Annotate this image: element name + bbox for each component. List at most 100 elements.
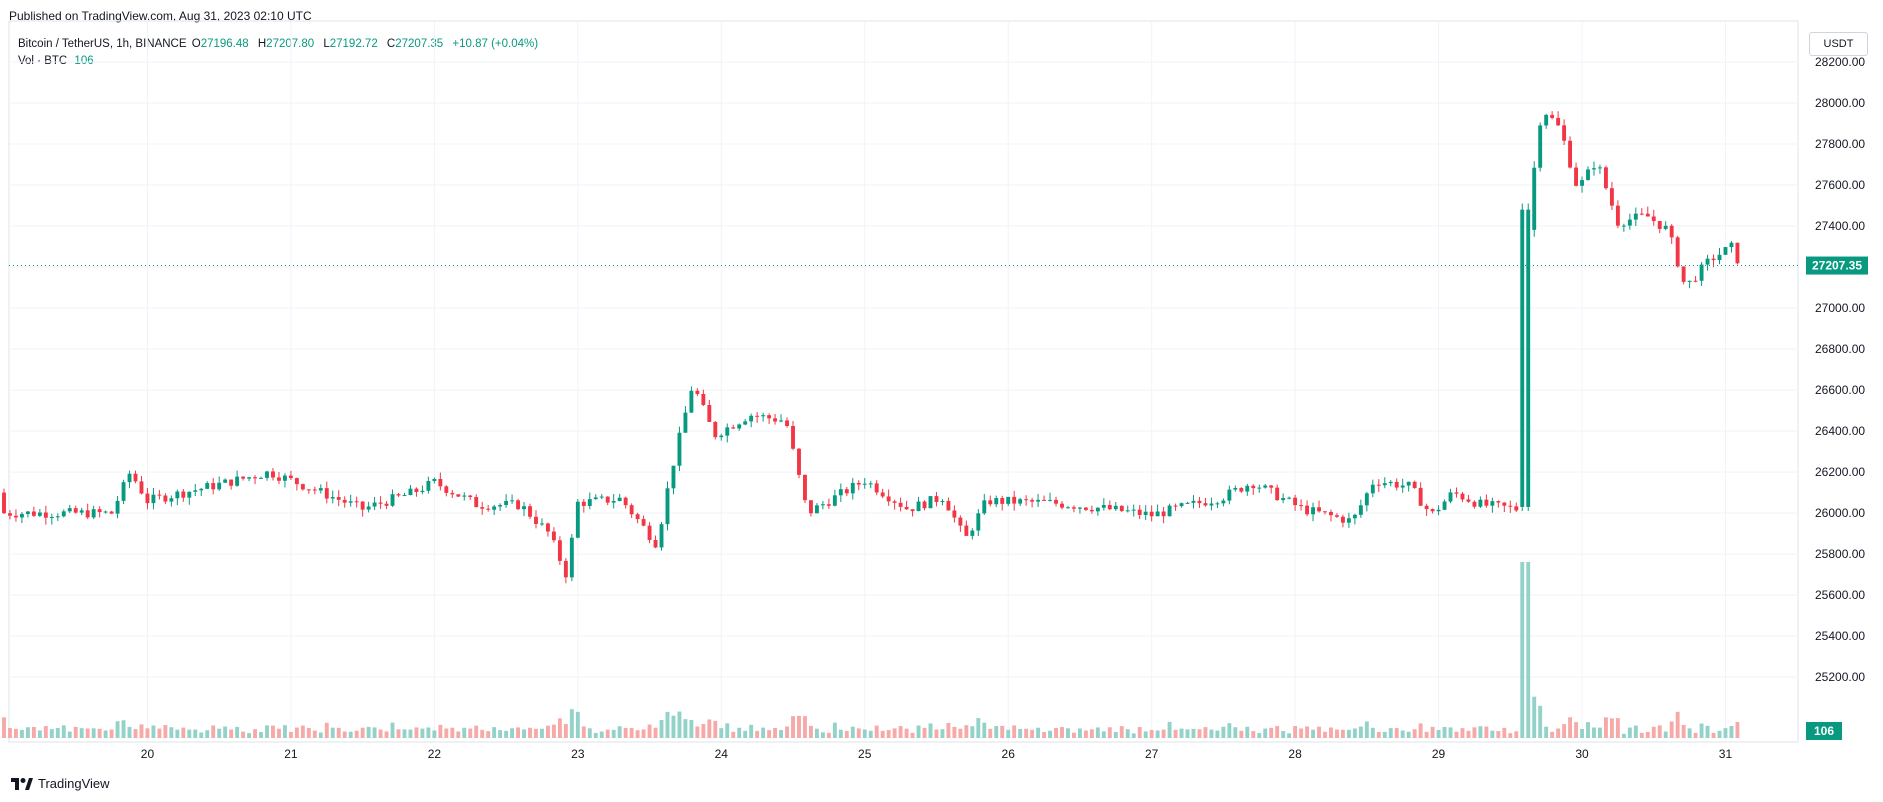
volume-bar	[856, 728, 861, 738]
volume-bar	[390, 722, 395, 738]
volume-bar	[450, 727, 455, 738]
candle-body	[1382, 483, 1387, 486]
candle-body	[1072, 507, 1076, 509]
volume-bar	[886, 730, 891, 738]
volume-bar	[1603, 717, 1608, 738]
last-price-label: 27207.35	[1812, 259, 1862, 273]
volume-bar	[282, 725, 287, 738]
candle-body	[103, 511, 108, 513]
candle-body	[61, 511, 66, 517]
volume-bar	[1723, 728, 1728, 738]
candle-body	[922, 501, 927, 509]
candle-body	[1251, 485, 1256, 489]
volume-bar	[1430, 726, 1435, 738]
volume-bar	[1609, 718, 1614, 738]
candle-body	[241, 476, 246, 479]
candle-body	[880, 492, 885, 497]
candle-body	[516, 500, 520, 510]
candle-body	[1107, 505, 1112, 510]
candle-body	[1089, 509, 1094, 512]
volume-bar	[1335, 729, 1339, 738]
candle-body	[253, 477, 257, 479]
legend-symbol[interactable]: Bitcoin / TetherUS, 1h, BINANCE	[18, 38, 187, 50]
volume-bar	[408, 729, 413, 738]
volume-bar	[1526, 562, 1531, 738]
volume-bar	[1532, 696, 1537, 738]
candle-body	[1723, 247, 1728, 255]
volume-bar	[958, 728, 963, 738]
volume-bar	[1406, 731, 1411, 738]
candle-body	[486, 508, 491, 510]
candle-body	[1018, 499, 1023, 504]
volume-bar	[785, 726, 789, 738]
candle-body	[324, 488, 329, 499]
candle-body	[1042, 499, 1047, 501]
candle-body	[1598, 167, 1602, 169]
y-tick-label: 28000.00	[1815, 96, 1865, 110]
volume-bar	[797, 715, 801, 738]
candle-body	[755, 415, 760, 417]
volume-bar	[569, 709, 574, 738]
candle-body	[635, 514, 640, 520]
volume-bar	[396, 729, 401, 738]
currency-button[interactable]: USDT	[1809, 32, 1868, 56]
candle-body	[814, 505, 819, 514]
candle-body	[1633, 213, 1638, 220]
candle-body	[1215, 503, 1220, 505]
candle-body	[1317, 507, 1321, 512]
candle-body	[1197, 500, 1202, 504]
candle-body	[1024, 499, 1029, 501]
volume-bar	[1412, 729, 1417, 738]
candle-body	[378, 502, 383, 504]
x-tick-label: 30	[1575, 747, 1589, 761]
legend-close: 27207.35	[395, 38, 444, 50]
volume-bar	[1066, 728, 1070, 738]
volume-bar	[211, 725, 216, 738]
volume-bar	[127, 726, 132, 738]
candle-body	[31, 511, 36, 516]
candle-body	[695, 390, 700, 394]
volume-bar	[49, 729, 54, 738]
candle-body	[874, 483, 879, 493]
volume-bar	[247, 733, 252, 738]
candle-body	[731, 427, 736, 429]
candle-body	[312, 489, 317, 491]
candle-body	[109, 511, 114, 514]
candle-body	[671, 465, 676, 489]
candle-body	[916, 501, 921, 512]
y-tick-label: 26600.00	[1815, 383, 1865, 397]
volume-bar	[1448, 727, 1453, 738]
volume-bar	[826, 732, 831, 738]
candle-body	[1233, 488, 1238, 490]
volume-bar	[1556, 728, 1561, 738]
volume-bar	[324, 722, 329, 738]
volume-bar	[1352, 728, 1357, 738]
volume-bar	[1293, 726, 1298, 738]
volume-bar	[1382, 731, 1387, 738]
volume-bar	[1550, 731, 1555, 738]
candle-body	[121, 482, 126, 501]
volume-bar	[1239, 730, 1244, 738]
candle-body	[611, 501, 616, 503]
candle-body	[868, 483, 873, 485]
candle-body	[468, 495, 473, 498]
candle-body	[1113, 505, 1118, 510]
candle-body	[288, 475, 293, 479]
legend-volume-label[interactable]: Vol · BTC	[18, 55, 68, 67]
candle-body	[73, 508, 78, 513]
candle-body	[844, 489, 849, 494]
volume-bar	[1119, 726, 1124, 738]
candle-body	[761, 415, 766, 417]
volume-bar	[605, 729, 610, 738]
candle-body	[982, 500, 987, 514]
candle-body	[1293, 497, 1298, 506]
candle-body	[1030, 499, 1035, 502]
volume-bar	[438, 724, 443, 738]
y-tick-label: 27000.00	[1815, 301, 1865, 315]
legend-open-label: O	[191, 38, 201, 50]
candle-body	[1615, 205, 1620, 226]
volume-bar	[755, 730, 760, 738]
volume-bar	[1663, 731, 1668, 738]
tradingview-logo[interactable]: TradingView	[11, 776, 110, 791]
